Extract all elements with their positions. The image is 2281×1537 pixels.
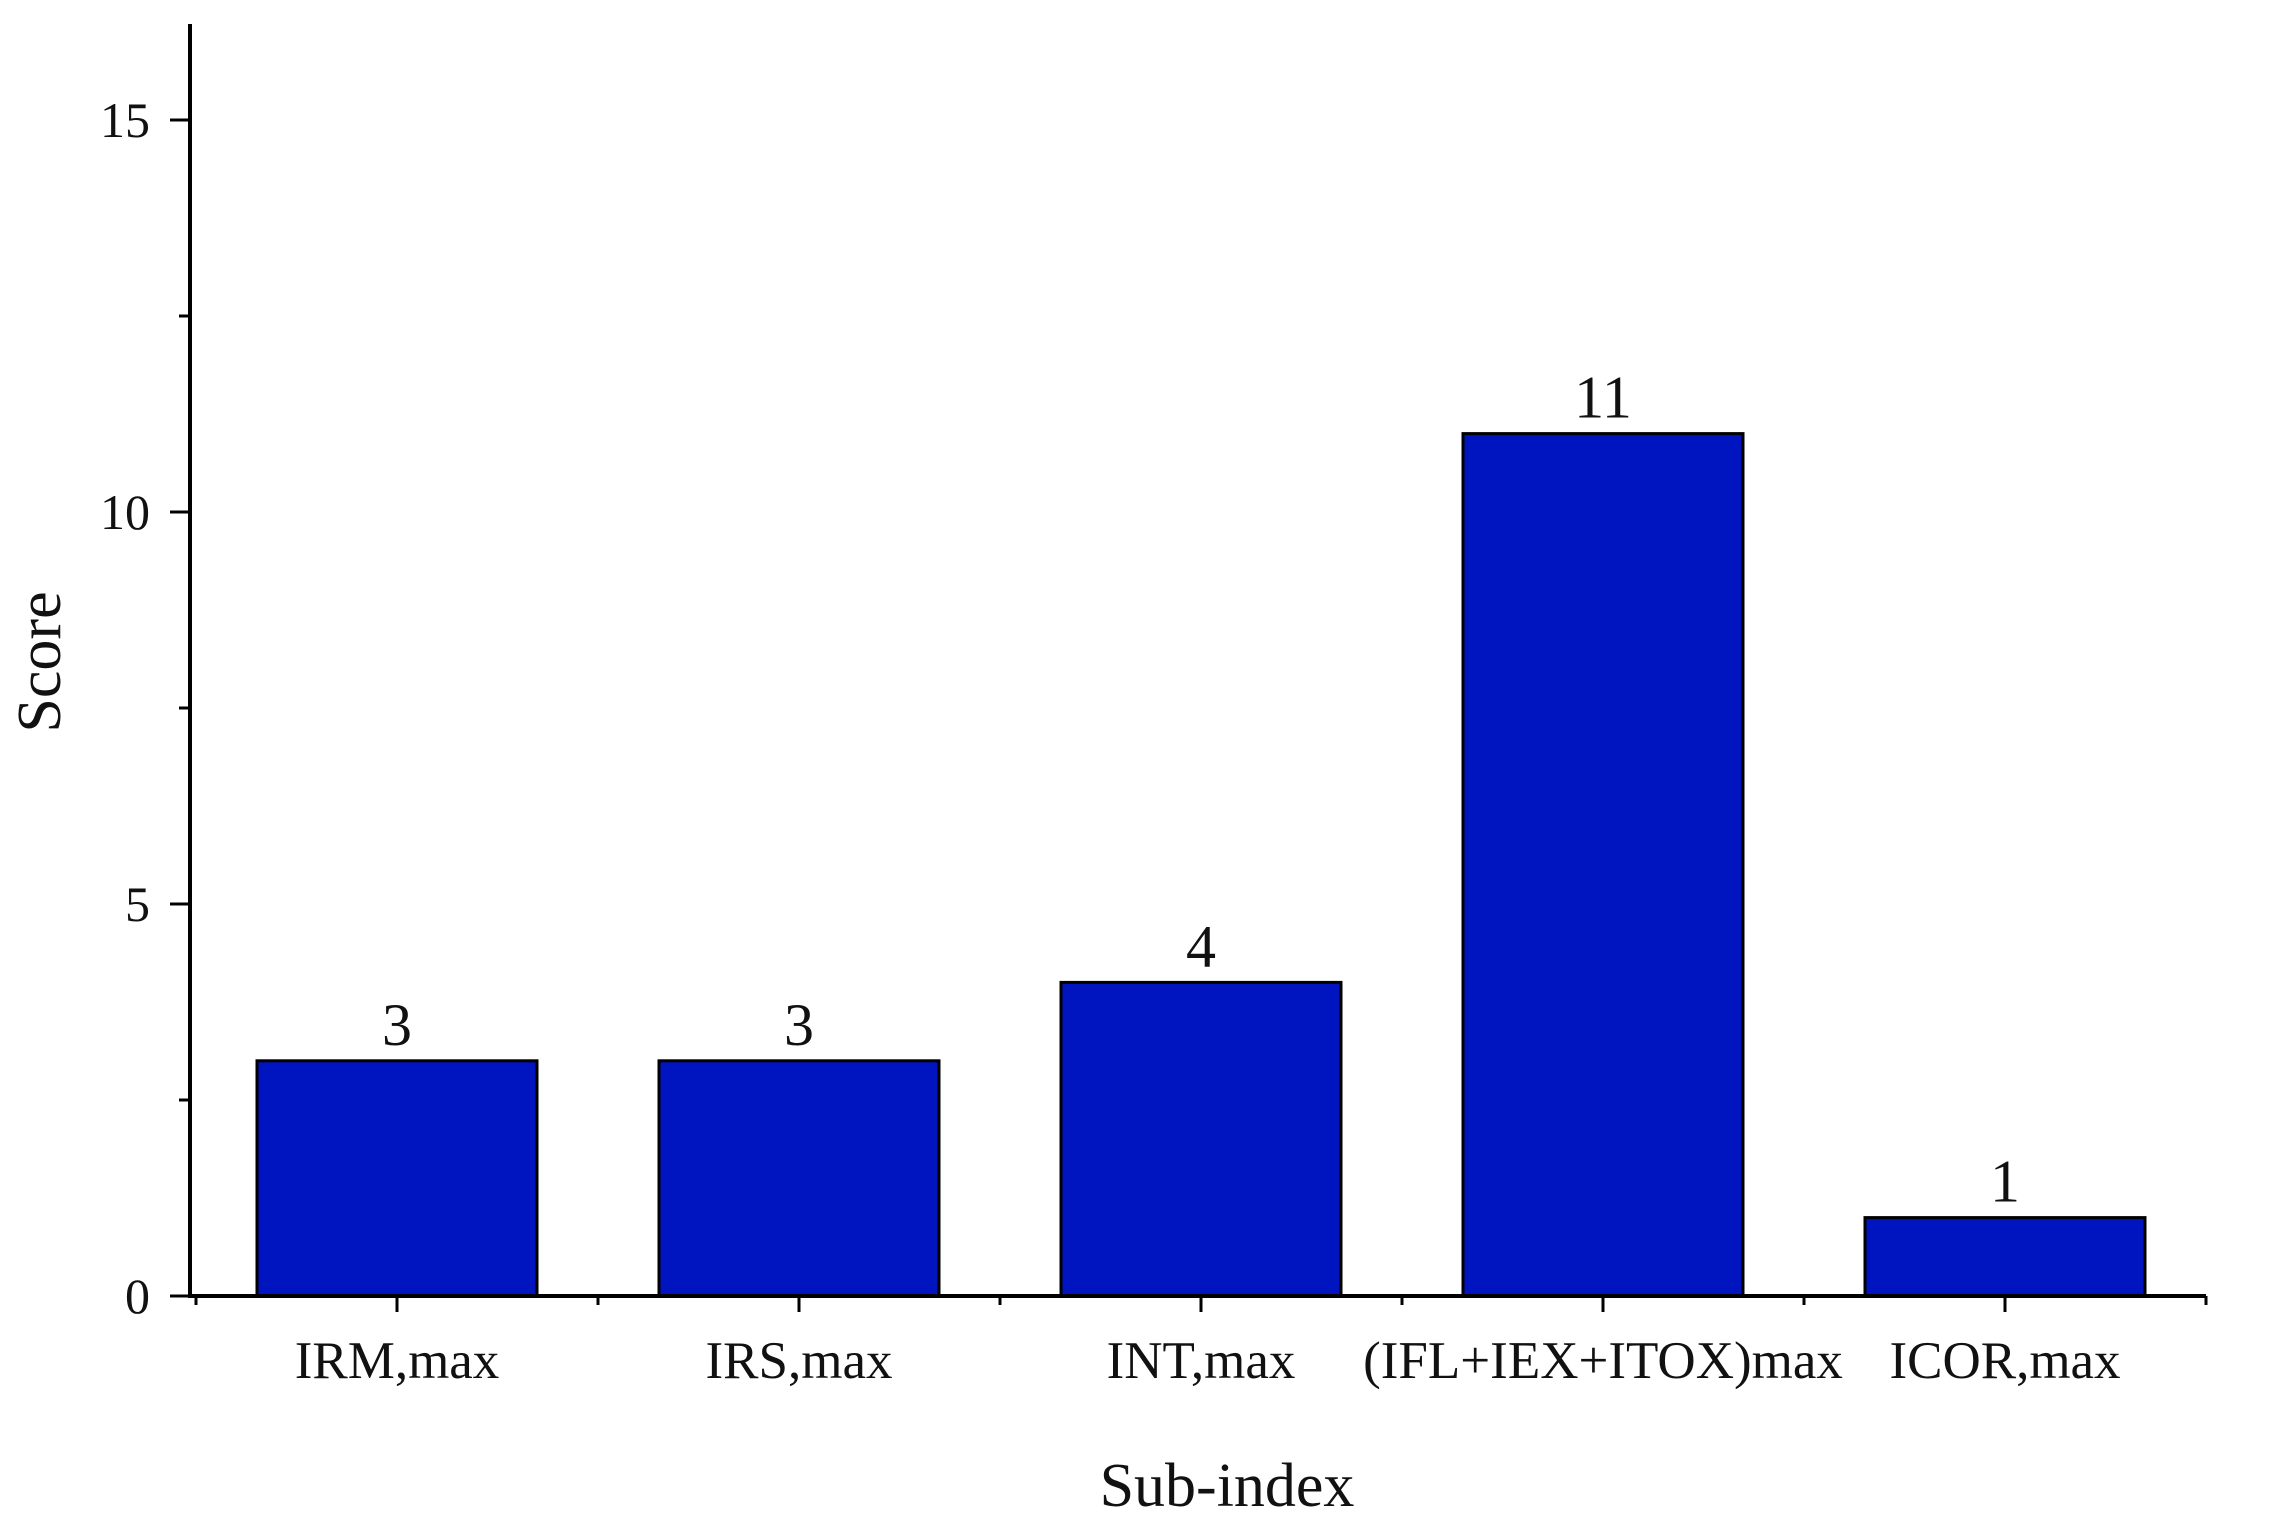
axes-layer: [188, 24, 2206, 1298]
bar-2: [657, 1059, 941, 1298]
bar-3: [1059, 980, 1343, 1298]
x-tick-label-5: ICOR,max: [1889, 1332, 2120, 1390]
y-tick-label-2: 5: [125, 876, 150, 932]
data-label-3: 4: [1186, 913, 1216, 979]
x-tick-label-2: IRS,max: [706, 1332, 893, 1390]
y-axis-title: Score: [6, 591, 74, 732]
x-tick-label-3: INT,max: [1107, 1332, 1296, 1390]
bar-4: [1461, 432, 1745, 1298]
bar-5: [1863, 1216, 2147, 1298]
x-tick-label-4: (IFL+IEX+ITOX)max: [1363, 1332, 1843, 1390]
bar-1: [255, 1059, 539, 1298]
y-tick-label-3: 10: [100, 484, 150, 540]
y-tick-label-4: 15: [100, 92, 150, 148]
bars-layer: [255, 432, 2147, 1298]
data-label-5: 1: [1990, 1149, 2020, 1215]
x-tick-label-1: IRM,max: [295, 1332, 500, 1390]
y-tick-label-1: 0: [125, 1268, 150, 1324]
data-label-4: 11: [1574, 365, 1632, 431]
data-label-2: 3: [784, 992, 814, 1058]
x-ticks: IRM,max IRS,max INT,max (IFL+IEX+ITOX)max IC…: [194, 1296, 2208, 1390]
x-axis-title: Sub-index: [1100, 1452, 1355, 1520]
data-label-1: 3: [382, 992, 412, 1058]
y-ticks: 0 5 10 15: [100, 92, 190, 1324]
